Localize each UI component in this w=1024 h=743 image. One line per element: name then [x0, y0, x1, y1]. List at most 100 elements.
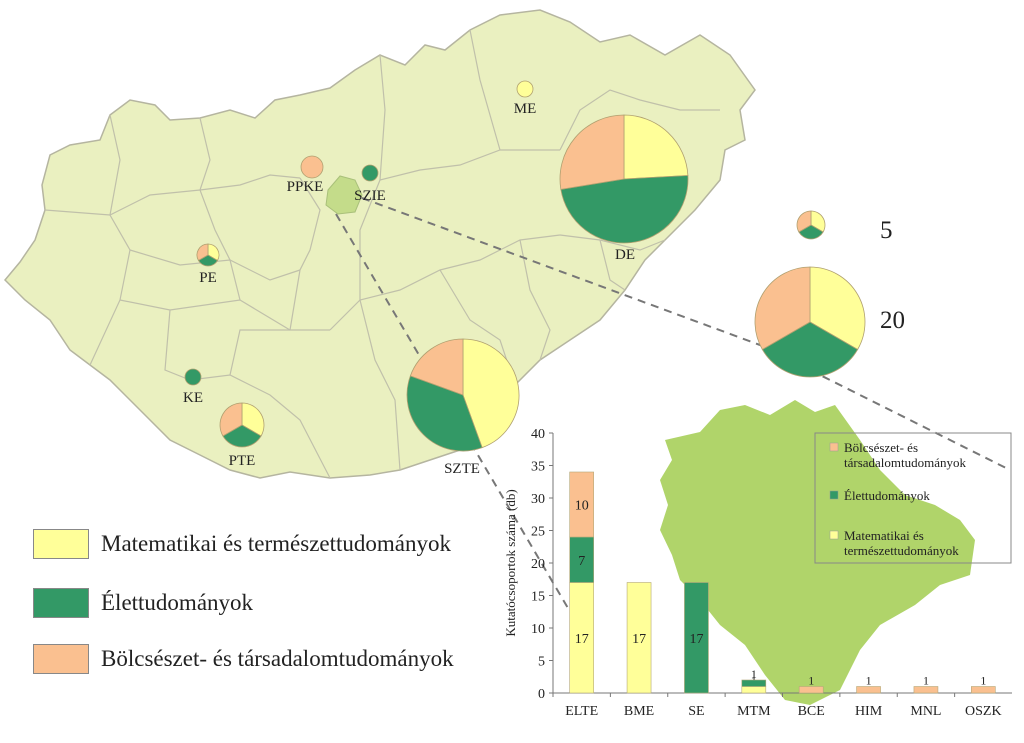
y-tick-label: 0: [538, 687, 545, 702]
bar-elte-s1: [569, 536, 594, 583]
legend-item-life: Élettudományok: [33, 588, 253, 618]
x-tick-label: OSZK: [965, 704, 1002, 719]
label-ke: KE: [183, 390, 203, 406]
x-tick-label: BCE: [798, 704, 825, 719]
chart-legend-label: Matematikai és: [844, 528, 924, 543]
data-label: 1: [866, 674, 872, 688]
pie-szte: [406, 338, 520, 452]
legend-swatch-math: [33, 529, 89, 559]
pie-me: [516, 80, 534, 98]
label-pte: PTE: [229, 453, 256, 469]
data-label: 10: [575, 499, 589, 514]
size-legend-pie-20-slice-math: [809, 266, 866, 351]
pie-me-slice-math: [516, 80, 534, 98]
label-szte: SZTE: [444, 461, 480, 477]
pie-pte-slice-hum: [219, 402, 243, 437]
bar-him-s2: [856, 686, 881, 694]
pie-szie-slice-life: [361, 164, 379, 182]
legend-item-math: Matematikai és természettudományok: [33, 529, 451, 559]
size-legend-pie-20: [754, 266, 866, 378]
pie-ppke-slice-hum: [300, 155, 324, 179]
y-tick-label: 20: [531, 557, 545, 572]
chart-legend-label: Bölcsészet- és: [844, 440, 918, 455]
chart-legend-box: [814, 432, 1012, 564]
x-tick-label: MNL: [910, 704, 941, 719]
y-tick-label: 15: [531, 590, 545, 605]
y-tick-label: 10: [531, 622, 545, 637]
label-szie: SZIE: [354, 188, 386, 204]
legend-swatch-hum: [33, 644, 89, 674]
label-de: DE: [615, 247, 635, 263]
data-label: 17: [689, 632, 703, 647]
chart-legend-label: Élettudományok: [844, 488, 930, 503]
legend-swatch-life: [33, 588, 89, 618]
pie-szte-slice-hum: [409, 338, 464, 396]
size-legend-value-5: 5: [880, 217, 893, 244]
data-label: 1: [980, 674, 986, 688]
budapest-inset-map: [660, 400, 975, 705]
size-legend-pie-5-slice-life: [798, 224, 824, 240]
y-tick-label: 40: [531, 427, 545, 442]
chart-legend-swatch: [829, 530, 839, 540]
chart-legend-label: természettudományok: [844, 543, 959, 558]
bar-mtm-s1: [741, 679, 767, 687]
pie-szte-slice-math: [462, 338, 520, 449]
data-label: 17: [632, 632, 646, 647]
y-tick-label: 30: [531, 492, 545, 507]
data-label: 7: [578, 554, 585, 569]
pie-szte-slice-life: [406, 375, 483, 452]
bar-chart: Kutatócsoportok száma (db) 0 5 10 15 20 25 30 3…: [503, 427, 1012, 719]
pie-pe-slice-life: [197, 254, 219, 267]
x-tick-label: BME: [624, 704, 654, 719]
size-legend-value-20: 20: [880, 307, 905, 334]
bar-elte-s2: [569, 471, 594, 538]
pie-de: [559, 114, 689, 244]
pie-de-slice-hum: [559, 114, 625, 190]
pie-pe-slice-hum: [196, 243, 209, 262]
institution-labels: ME PPKE SZIE DE PE KE PTE SZTE: [183, 101, 635, 477]
x-tick-label: HIM: [855, 704, 883, 719]
bar-oszk-s2: [971, 686, 996, 694]
legend-label-math: Matematikai és természettudományok: [101, 531, 451, 556]
pie-pe: [196, 243, 220, 267]
pie-ke: [184, 368, 202, 386]
bar-se-s1: [684, 582, 709, 694]
label-ppke: PPKE: [287, 179, 324, 195]
legend-item-hum: Bölcsészet- és társadalomtudományok: [33, 644, 454, 674]
bar-bce-s2: [798, 686, 824, 694]
pie-de-slice-math: [623, 114, 689, 180]
bar-mnl-s2: [913, 686, 939, 694]
pie-szie: [361, 164, 379, 182]
legend-label-life: Élettudományok: [101, 590, 254, 615]
data-label: 1: [751, 667, 757, 681]
data-label: 17: [575, 632, 589, 647]
hungary-map: [3, 9, 756, 479]
x-tick-label: MTM: [737, 704, 771, 719]
pie-ke-slice-life: [184, 368, 202, 386]
x-tick-label: ELTE: [565, 704, 598, 719]
label-me: ME: [514, 101, 537, 117]
legend-label-hum: Bölcsészet- és társadalomtudományok: [101, 646, 454, 671]
label-pe: PE: [199, 270, 217, 286]
bar-bme-s0: [626, 582, 652, 694]
chart-legend-swatch: [829, 490, 839, 500]
y-tick-label: 25: [531, 525, 545, 540]
y-axis-label: Kutatócsoportok száma (db): [503, 489, 518, 636]
data-label: 1: [923, 674, 929, 688]
pie-pte: [219, 402, 265, 448]
size-legend-pie-20-slice-life: [761, 321, 859, 378]
chart-legend-swatch: [829, 442, 839, 452]
pie-ppke: [300, 155, 324, 179]
size-legend-pie-5: [796, 210, 826, 240]
y-tick-label: 5: [538, 655, 545, 670]
bar-elte-s0: [569, 582, 594, 694]
size-legend-pie-5-slice-hum: [796, 210, 812, 233]
data-label: 1: [808, 674, 814, 688]
pie-de-slice-life: [560, 175, 689, 244]
chart-legend-label: társadalomtudományok: [844, 455, 967, 470]
y-tick-label: 35: [531, 460, 545, 475]
budapest-region: [325, 175, 363, 215]
size-legend-pie-20-slice-hum: [754, 266, 811, 351]
